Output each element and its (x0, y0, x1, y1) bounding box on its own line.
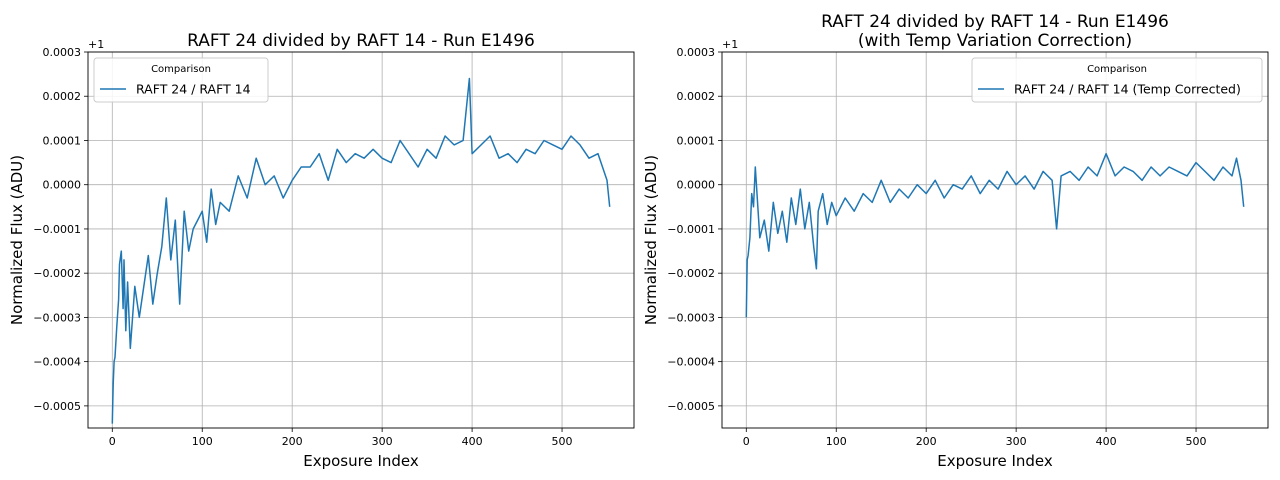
x-tick-label: 300 (1006, 435, 1027, 448)
y-tick-label: −0.0005 (33, 400, 81, 413)
y-tick-label: 0.0000 (677, 179, 716, 192)
legend-label: RAFT 24 / RAFT 14 (136, 82, 251, 97)
legend-box (93, 57, 269, 103)
y-tick-label: −0.0004 (667, 356, 715, 369)
axes-frame (721, 51, 1269, 429)
chart-panel-right: 0 100 200 300 400 500 −0.0005 −0.0004 −0.0003 −0.… (642, 12, 1269, 470)
chart-title: RAFT 24 divided by RAFT 14 - Run E1496 (187, 31, 535, 51)
y-tick-label: 0.0002 (43, 90, 82, 103)
y-tick-label: −0.0003 (33, 311, 81, 324)
series-line (111, 77, 611, 424)
y-tick-label: −0.0004 (33, 356, 81, 369)
axes-frame (87, 51, 635, 429)
x-tick-label: 0 (109, 435, 116, 448)
y-axis-label: Normalized Flux (ADU) (8, 155, 26, 325)
y-tick-label: −0.0001 (33, 223, 81, 236)
legend: Comparison RAFT 24 / RAFT 14 (93, 57, 269, 103)
legend-title: Comparison (1087, 64, 1147, 75)
x-tick-label: 100 (826, 435, 847, 448)
y-axis-label: Normalized Flux (ADU) (642, 155, 660, 325)
x-tick-label: 0 (743, 435, 750, 448)
x-tick-label: 300 (372, 435, 393, 448)
x-axis-label: Exposure Index (937, 452, 1053, 470)
x-axis-label: Exposure Index (303, 452, 419, 470)
y-tick-label: 0.0001 (677, 134, 716, 147)
y-tick-label: −0.0005 (667, 400, 715, 413)
legend-box (971, 57, 1263, 103)
y-tick-label: 0.0002 (677, 90, 716, 103)
chart-title: (with Temp Variation Correction) (858, 31, 1132, 51)
x-tick-label: 500 (552, 435, 573, 448)
legend-title: Comparison (151, 64, 211, 75)
y-tick-label: 0.0003 (677, 46, 716, 59)
x-tick-label: 500 (1186, 435, 1207, 448)
x-tick-label: 100 (192, 435, 213, 448)
x-tick-label: 400 (1096, 435, 1117, 448)
y-tick-label: 0.0000 (43, 179, 82, 192)
y-tick-label: −0.0001 (667, 223, 715, 236)
chart-panel-left: 0 100 200 300 400 500 −0.0005 −0.0004 −0.0003 −0.… (8, 31, 635, 470)
y-offset-label: +1 (722, 38, 738, 51)
legend-label: RAFT 24 / RAFT 14 (Temp Corrected) (1014, 82, 1241, 97)
chart-title: RAFT 24 divided by RAFT 14 - Run E1496 (821, 12, 1169, 32)
legend: Comparison RAFT 24 / RAFT 14 (Temp Correc… (971, 57, 1263, 103)
series-line (745, 152, 1245, 318)
y-tick-label: 0.0001 (43, 134, 82, 147)
x-tick-label: 400 (462, 435, 483, 448)
x-tick-label: 200 (916, 435, 937, 448)
y-tick-label: −0.0002 (667, 267, 715, 280)
y-tick-label: −0.0003 (667, 311, 715, 324)
y-tick-label: −0.0002 (33, 267, 81, 280)
y-offset-label: +1 (88, 38, 104, 51)
y-tick-label: 0.0003 (43, 46, 82, 59)
x-tick-label: 200 (282, 435, 303, 448)
